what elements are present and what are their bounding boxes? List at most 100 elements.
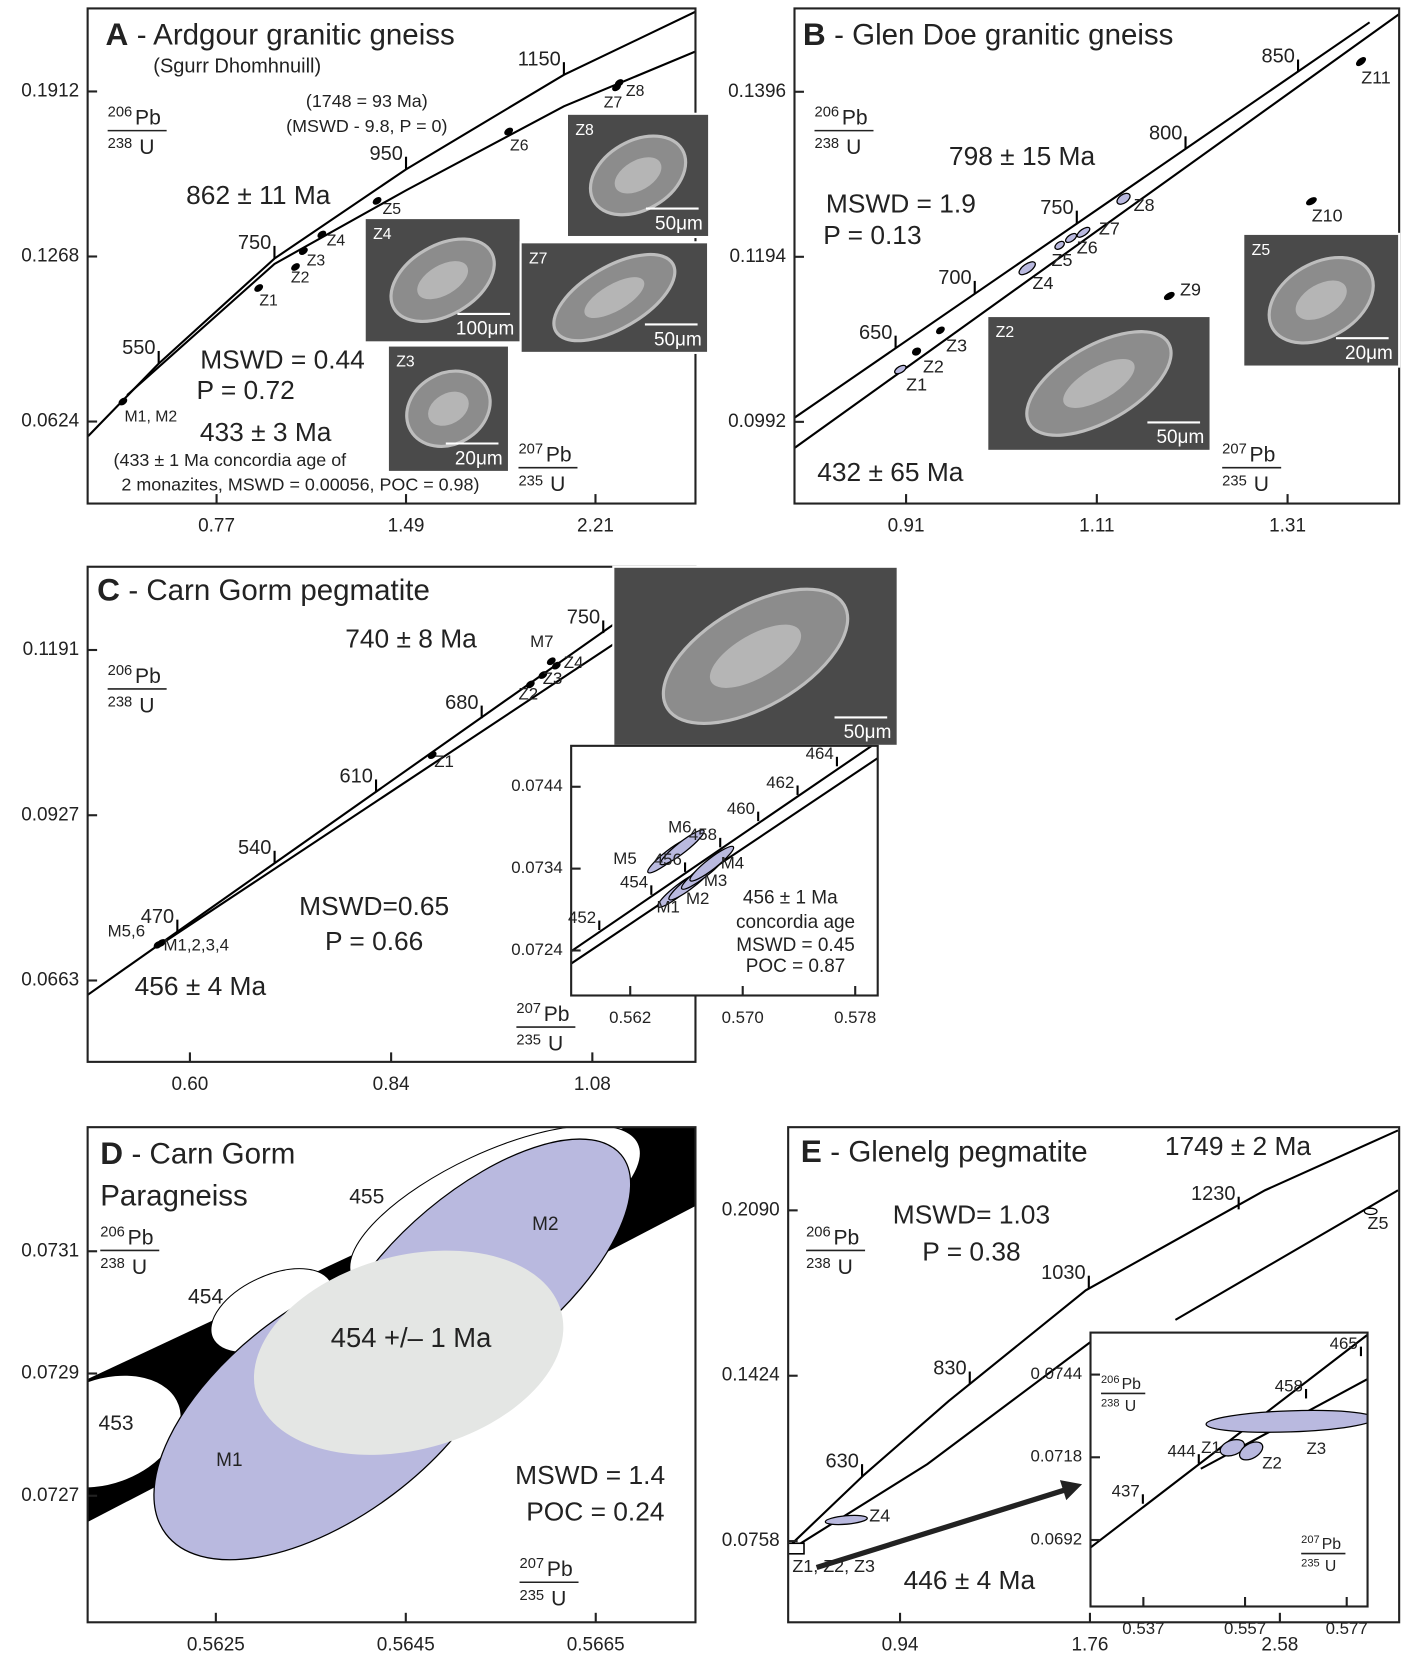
- point-label: Z1: [906, 374, 927, 394]
- axis-label-element: U: [551, 1588, 566, 1611]
- annotation: (433 ± 1 Ma concordia age of: [114, 450, 347, 470]
- axis-label-mass: 238: [806, 1256, 831, 1272]
- data-ellipse: [157, 939, 166, 947]
- data-ellipse: [659, 829, 705, 866]
- x-tick-label: 2.21: [577, 516, 614, 537]
- point-label: Z6: [510, 138, 529, 155]
- annotation: MSWD = 0.44: [200, 344, 365, 374]
- data-ellipse: [504, 127, 514, 136]
- x-tick-label: 0.5645: [377, 1634, 435, 1655]
- scale-label: 20μm: [455, 448, 503, 469]
- plot-area: [571, 745, 878, 965]
- axis-label-mass: 206: [100, 1224, 125, 1240]
- point-label: M3: [704, 871, 727, 890]
- scale-label: 20μm: [1345, 343, 1393, 364]
- data-ellipse: [1363, 1207, 1378, 1216]
- data-ellipse: [546, 657, 556, 666]
- panel-letter: B: [803, 16, 826, 52]
- point-label: Z5: [1052, 250, 1073, 270]
- age-label: 454: [188, 1285, 223, 1308]
- plot-frame: [86, 1126, 697, 1624]
- axis-label-mass: 206: [1101, 1374, 1119, 1386]
- point-label: Z2: [291, 269, 309, 286]
- axis-label-mass: 238: [108, 136, 133, 152]
- annotation: MSWD = 1.9: [826, 188, 976, 218]
- concordia-line: [87, 566, 696, 996]
- annotation: MSWD= 1.03: [893, 1200, 1050, 1230]
- axis-label-element: U: [1254, 473, 1269, 496]
- age-label: 454: [620, 873, 648, 892]
- axis-label-element: Pb: [135, 665, 161, 688]
- axis-label-mass: 235: [516, 1033, 541, 1049]
- age-label: 455: [349, 1185, 384, 1208]
- data-ellipse: [551, 661, 561, 670]
- x-tick-label: 1.49: [388, 516, 425, 537]
- axis-label-element: Pb: [842, 107, 868, 130]
- point-label: Z7: [1099, 218, 1120, 238]
- point-label: M1: [656, 898, 679, 917]
- axis-label-element: U: [838, 1256, 853, 1279]
- concordia-line: [157, 589, 696, 947]
- concordia-line: [794, 13, 1400, 449]
- crystal-core: [1063, 358, 1135, 408]
- data-ellipse: [317, 230, 327, 239]
- y-tick-label: 0.1268: [21, 246, 79, 267]
- age-label: 1230: [1191, 1183, 1236, 1205]
- axis-label-element: Pb: [546, 444, 572, 467]
- age-label: 550: [122, 337, 155, 359]
- plot-area: [794, 13, 1400, 449]
- y-tick-label: 0.0734: [511, 858, 563, 877]
- chart-title: - Carn Gorm: [132, 1137, 296, 1170]
- age-label: 850: [1262, 46, 1295, 68]
- data-ellipse: [427, 751, 437, 760]
- y-tick-label: 0.0663: [21, 970, 79, 991]
- data-ellipse: [1054, 240, 1065, 250]
- data-ellipse: [1064, 232, 1078, 244]
- point-label: M5,6: [108, 922, 145, 941]
- data-ellipse: [525, 680, 535, 689]
- point-label: M1,2,3,4: [163, 935, 229, 954]
- panel-letter: E: [801, 1133, 822, 1169]
- y-tick-label: 0.1194: [729, 246, 786, 267]
- annotation: 1749 ± 2 Ma: [1165, 1131, 1312, 1161]
- point-label: Z8: [1134, 195, 1155, 215]
- x-tick-label: 0.570: [722, 1008, 764, 1027]
- annotation: 446 ± 4 Ma: [904, 1565, 1036, 1595]
- chart-subtitle: (Sgurr Dhomhnuill): [153, 56, 321, 78]
- annotation: POC = 0.87: [746, 956, 846, 977]
- axis-label-mass: 207: [518, 442, 543, 458]
- annotation: (MSWD - 9.8, P = 0): [286, 116, 447, 136]
- axis-label-element: U: [139, 136, 154, 159]
- age-label: 750: [238, 232, 271, 254]
- data-ellipse: [299, 247, 308, 255]
- annotation: 433 ± 3 Ma: [200, 417, 332, 447]
- x-tick-label: 1.08: [574, 1074, 611, 1095]
- scale-label: 100μm: [456, 319, 514, 340]
- x-tick-label: 0.577: [1326, 1619, 1368, 1638]
- age-label: 1030: [1041, 1262, 1086, 1284]
- concordia-line: [87, 10, 696, 437]
- age-label: 470: [141, 906, 174, 928]
- point-label: M5: [613, 849, 636, 868]
- axis-label-element: U: [1125, 1398, 1136, 1415]
- annotation: MSWD = 1.4: [515, 1460, 665, 1490]
- concordia-line: [126, 50, 696, 396]
- inset-chart: 437 444 458 465 Z3 Z1 Z2 0.537 0.557 0.577 0.0692 0…: [1031, 1331, 1369, 1638]
- point-label: M1, M2: [125, 408, 178, 425]
- chart-title: - Carn Gorm pegmatite: [128, 574, 430, 607]
- chart-panel: 650700750800850Z1Z2Z3Z4Z5Z6Z7Z8Z9Z10Z110…: [728, 7, 1401, 537]
- concordia-age-label: 454 +/– 1 Ma: [331, 1322, 492, 1353]
- plot-background: [1090, 1332, 1368, 1607]
- point-label: M6: [668, 817, 691, 836]
- data-ellipse: [894, 364, 907, 375]
- point-label: M1: [216, 1450, 242, 1471]
- axis-label-element: Pb: [1122, 1376, 1142, 1393]
- point-label: Z1: [1201, 1438, 1221, 1457]
- annotation: MSWD = 0.45: [736, 935, 855, 956]
- data-ellipse: [1356, 56, 1367, 67]
- x-tick-label: 1.31: [1269, 516, 1306, 537]
- point-label: Z4: [327, 232, 346, 249]
- age-label: 444: [1168, 1442, 1196, 1461]
- concordia-line: [789, 1129, 1399, 1547]
